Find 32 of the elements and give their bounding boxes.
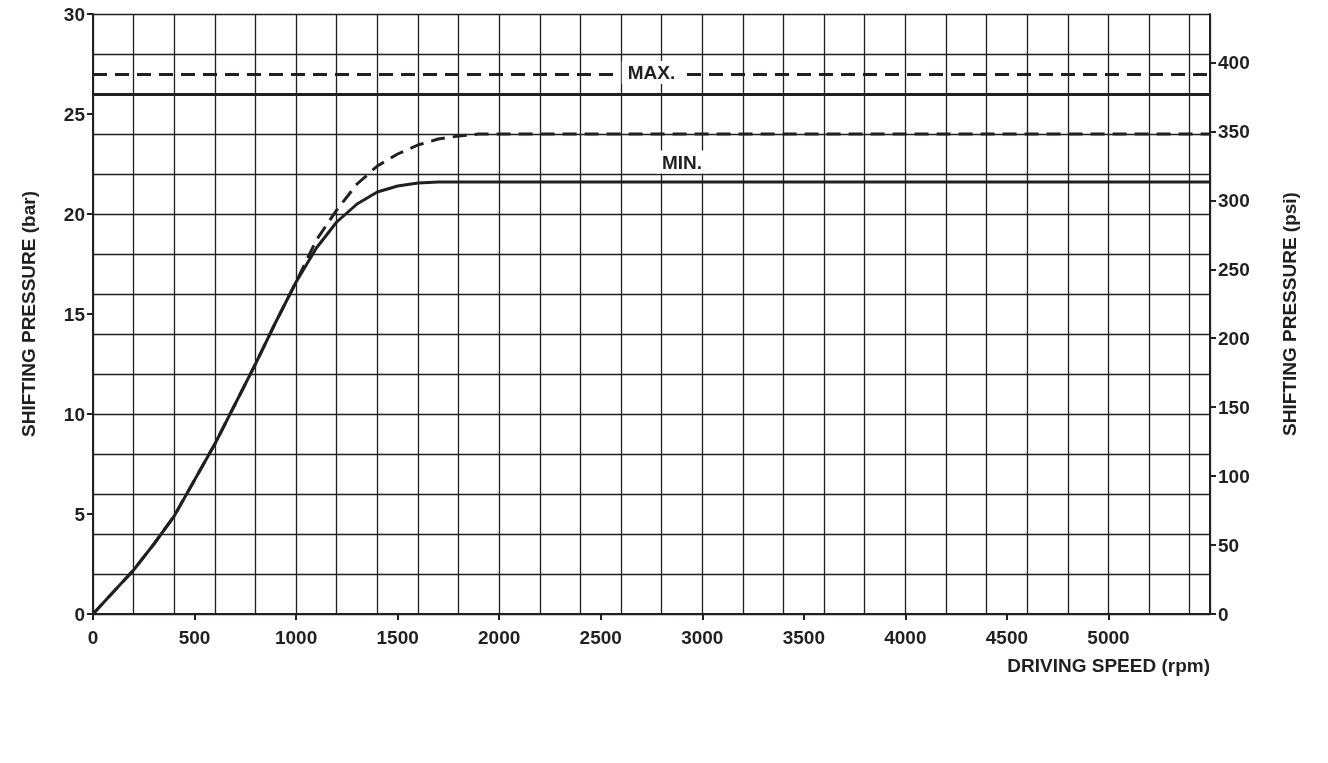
y2-tick-label: 0 [1218,603,1229,625]
ref-line-label: MAX. [627,62,676,83]
y2-tick-label: 300 [1218,189,1250,211]
x-tick-label: 3500 [782,627,825,648]
x-tick-label: 4000 [884,627,927,648]
y2-tick-label: 50 [1218,534,1240,556]
x-tick-label: 1500 [376,627,419,648]
x-tick-label: 5000 [1087,627,1130,648]
y2-axis-title: SHIFTING PRESSURE (psi) [1279,192,1300,436]
y-tick-label: 25 [63,103,86,125]
annotation: MIN. [661,151,703,173]
y-tick-label: 10 [63,403,85,425]
y2-tick-label: 400 [1218,51,1250,73]
x-tick-label: 1000 [274,627,318,648]
y-tick-label: 20 [63,203,85,225]
y-tick-label: 0 [74,603,85,625]
y-tick-label: 30 [63,3,85,25]
x-tick-label: 2000 [478,627,521,648]
y2-tick-label: 100 [1218,465,1250,487]
x-tick-label: 500 [178,627,211,648]
x-tick-label: 0 [87,627,99,648]
y2-tick-label: 150 [1218,396,1250,418]
y-tick-label: 5 [74,503,86,525]
x-tick-label: 4500 [985,627,1029,648]
x-axis-title: DRIVING SPEED (rpm) [1007,655,1210,676]
y2-tick-label: 200 [1218,327,1250,349]
y-tick-label: 15 [63,303,86,325]
y2-tick-label: 350 [1218,120,1250,142]
y2-tick-label: 250 [1218,258,1250,280]
y-axis-title: SHIFTING PRESSURE (bar) [18,191,39,437]
x-tick-label: 2500 [579,627,622,648]
x-tick-label: 3000 [681,627,724,648]
